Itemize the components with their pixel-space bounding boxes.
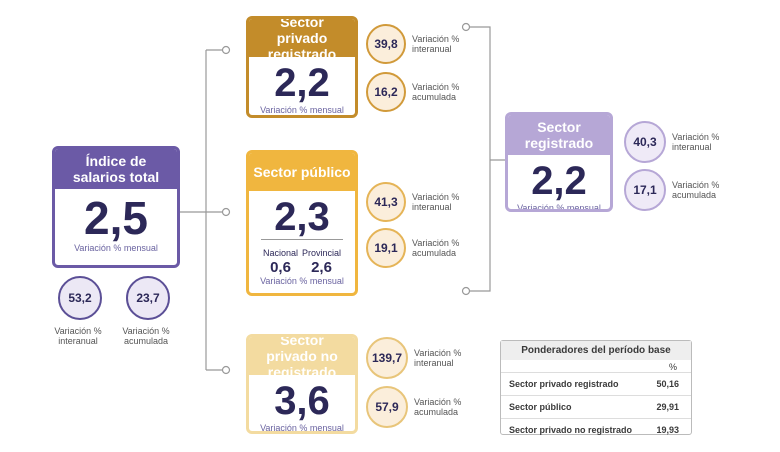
circle-label: Variación % interanual: [412, 34, 460, 54]
circle-label: Variación % interanual: [672, 132, 720, 152]
circle-label: Variación % acumulada: [412, 238, 460, 258]
value-circle: 139,7: [366, 337, 408, 379]
card: Sector privado no registrado 3,6 Variación…: [246, 334, 358, 434]
main-value: 3,6: [274, 379, 330, 423]
main-value: 2,2: [274, 61, 330, 105]
breakdown-value: 0,6: [270, 259, 291, 276]
caption: Variación % mensual: [517, 203, 601, 212]
card: Índice de salarios total 2,5 Variación % m…: [52, 146, 180, 268]
weights-sector: Sector público: [509, 402, 572, 412]
card: Sector público 2,3 Nacional 0,6 Provincial 2,…: [246, 150, 358, 296]
weights-sector: Sector privado registrado: [509, 379, 619, 389]
card-title: Sector público: [249, 153, 355, 191]
caption: Variación % mensual: [74, 243, 158, 253]
circle-label: Variación % acumulada: [672, 180, 720, 200]
caption: Variación % mensual: [260, 423, 344, 433]
breakdown-label: Nacional: [262, 248, 299, 258]
main-value: 2,5: [84, 192, 148, 244]
value-circle: 41,3: [366, 182, 406, 222]
value-circle: 17,1: [624, 169, 666, 211]
main-value: 2,3: [274, 195, 330, 239]
caption: Variación % mensual: [260, 105, 344, 115]
value-circle: 16,2: [366, 72, 406, 112]
weights-value: 29,91: [656, 402, 679, 412]
card: Sector privado registrado 2,2 Variación % …: [246, 16, 358, 118]
circle-label: Variación % acumulada: [122, 326, 170, 346]
weights-value: 19,93: [656, 425, 679, 435]
value-circle: 53,2: [58, 276, 102, 320]
circle-label: Variación % acumulada: [414, 397, 462, 417]
main-value: 2,2: [531, 159, 587, 203]
breakdown-label: Provincial: [301, 248, 341, 258]
breakdown-item: Nacional 0,6: [263, 248, 298, 276]
caption: Variación % mensual: [260, 276, 344, 286]
breakdown-value: 2,6: [311, 259, 332, 276]
value-circle: 57,9: [366, 386, 408, 428]
weights-table: Ponderadores del período base % Sector p…: [500, 340, 692, 435]
weights-sector: Sector privado no registrado: [509, 425, 633, 435]
weights-row: Sector público 29,91: [501, 395, 691, 418]
value-circle: 40,3: [624, 121, 666, 163]
card-title: Sector privado registrado: [249, 19, 355, 62]
card-title: Sector privado no registrado: [249, 337, 355, 380]
value-circle: 19,1: [366, 228, 406, 268]
weights-unit: %: [668, 362, 677, 372]
breakdown: Nacional 0,6 Provincial 2,6: [261, 239, 343, 276]
circle-label: Variación % interanual: [414, 348, 462, 368]
breakdown-item: Provincial 2,6: [302, 248, 341, 276]
weights-title: Ponderadores del período base: [501, 341, 691, 360]
card-title: Índice de salarios total: [55, 149, 177, 189]
value-circle: 23,7: [126, 276, 170, 320]
weights-value: 50,16: [656, 379, 679, 389]
circle-label: Variación % interanual: [54, 326, 102, 346]
value-circle: 39,8: [366, 24, 406, 64]
card-title: Sector registrado: [508, 115, 610, 155]
weights-row: Sector privado registrado 50,16: [501, 372, 691, 395]
circle-label: Variación % acumulada: [412, 82, 460, 102]
circle-label: Variación % interanual: [412, 192, 460, 212]
weights-row: Sector privado no registrado 19,93: [501, 418, 691, 441]
card: Sector registrado 2,2 Variación % mensual: [505, 112, 613, 212]
